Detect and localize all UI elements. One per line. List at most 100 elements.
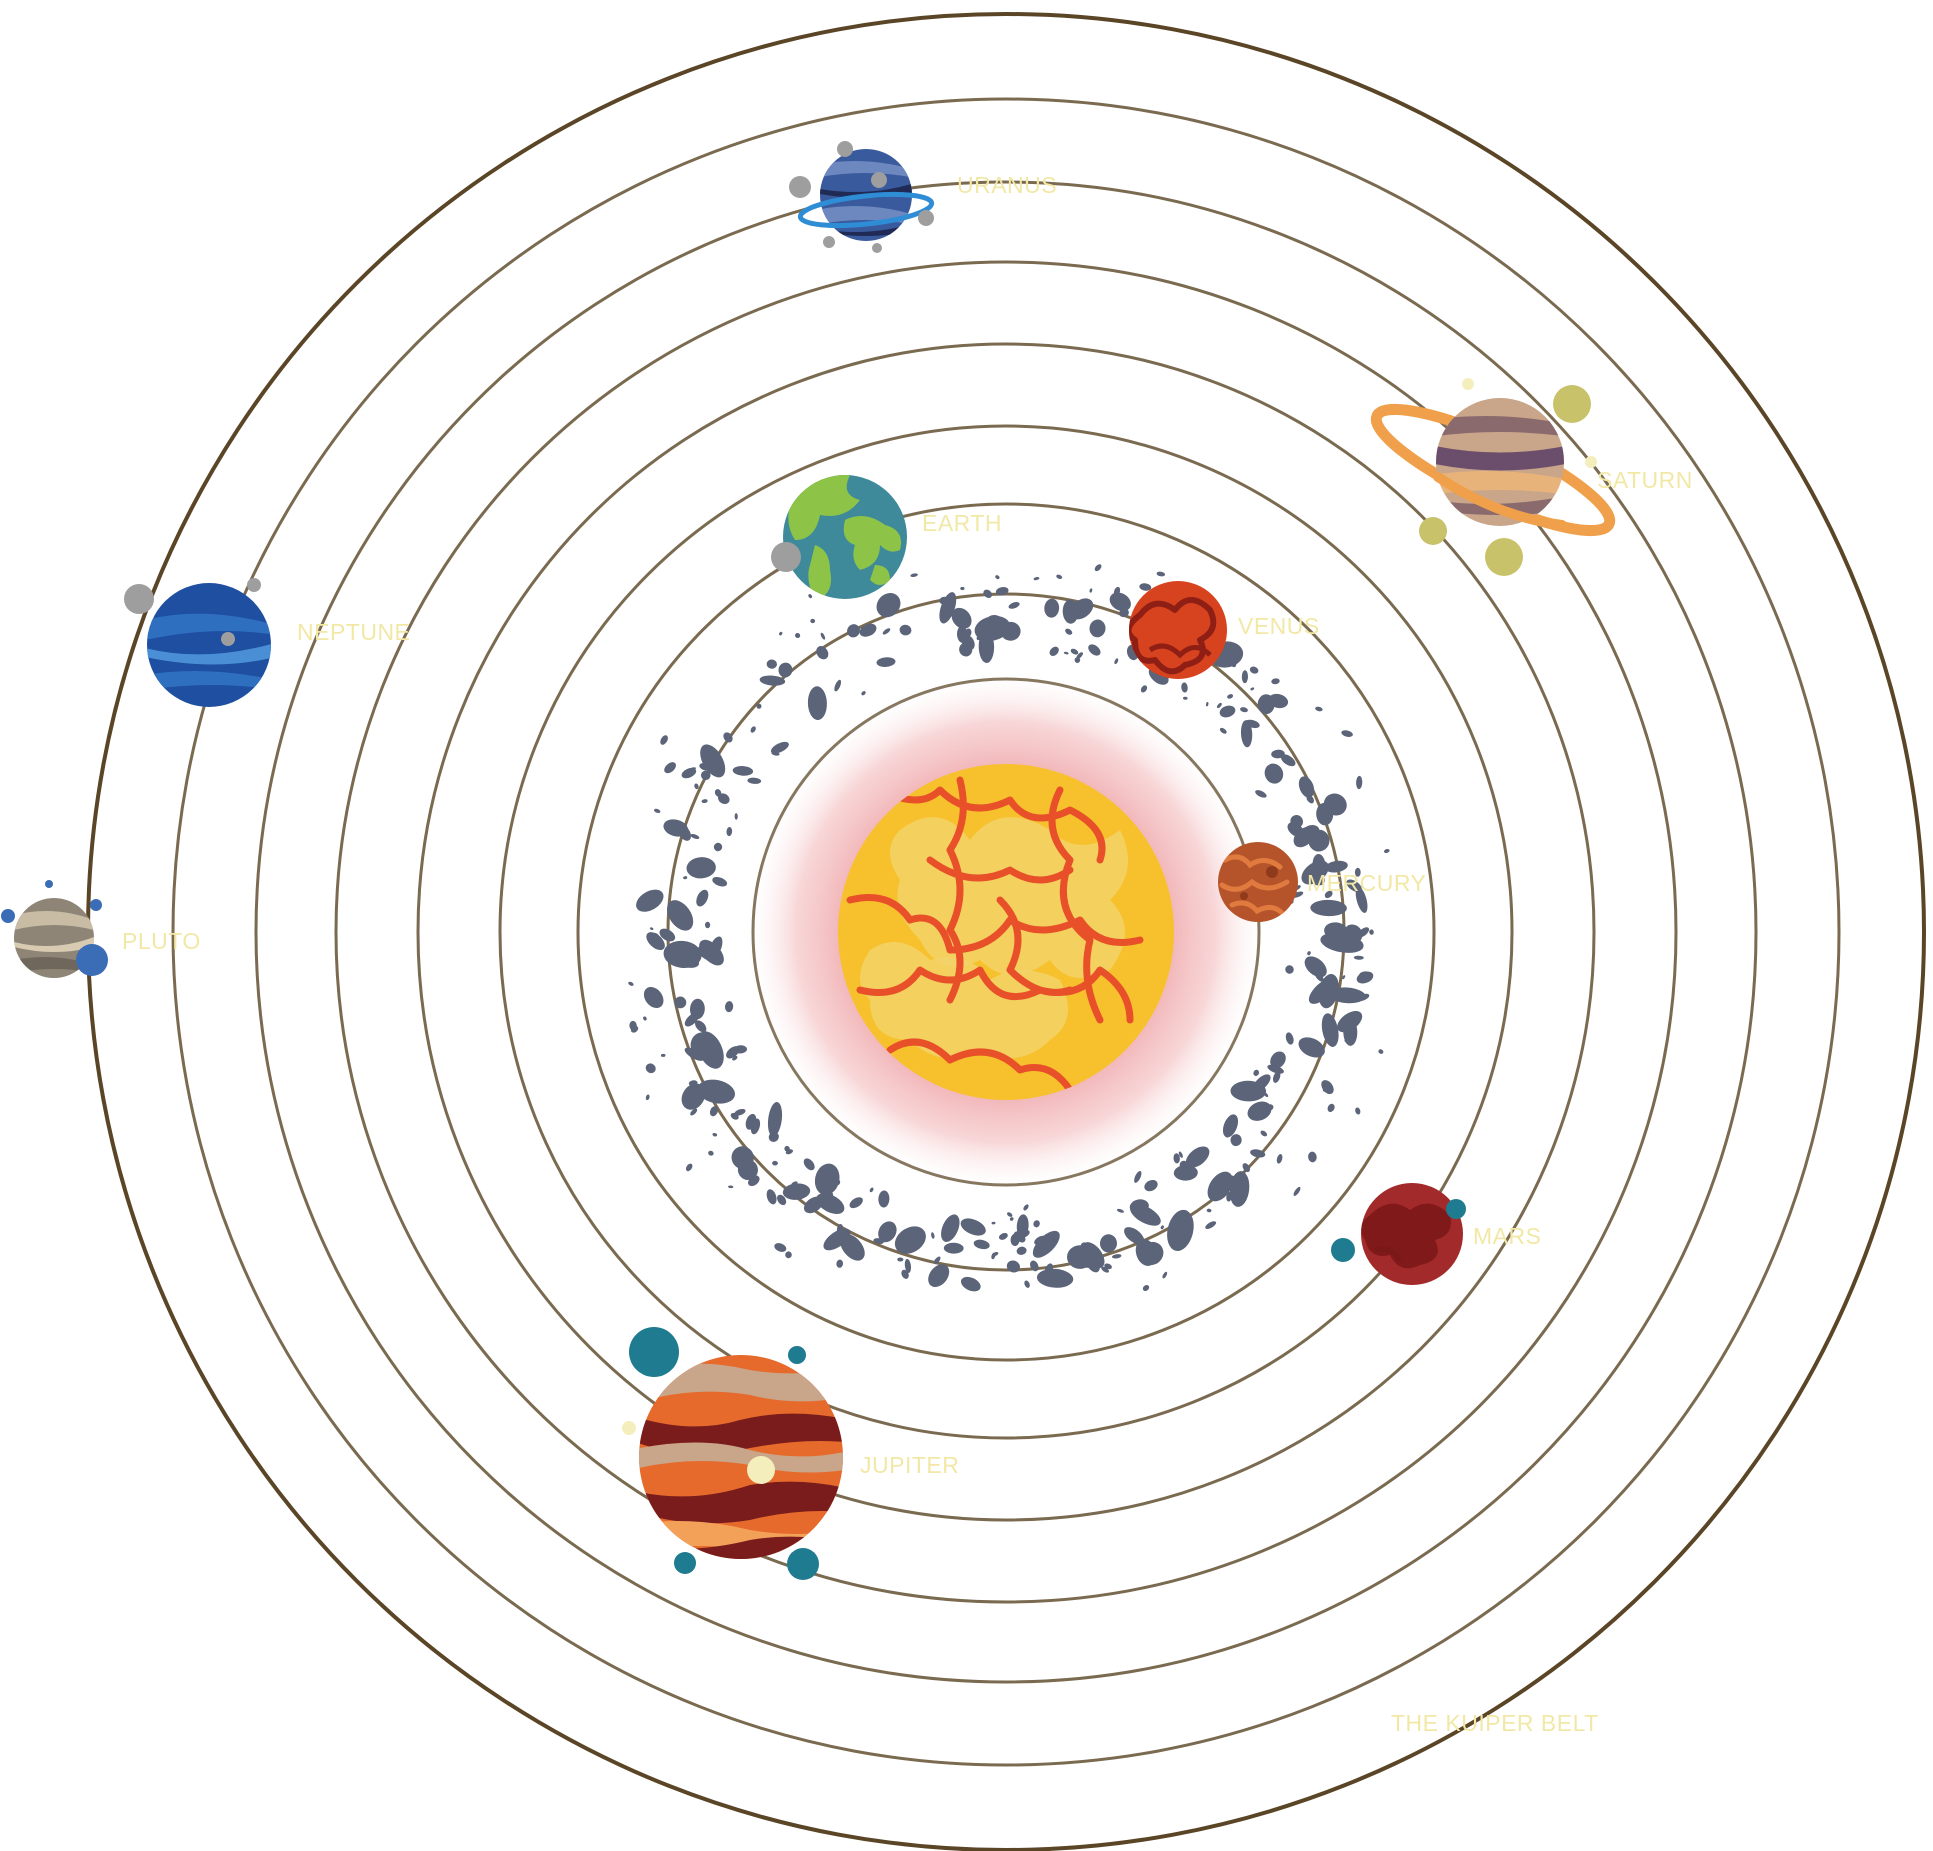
asteroid xyxy=(1089,588,1093,593)
asteroid xyxy=(803,1196,824,1214)
asteroid xyxy=(1268,693,1289,709)
asteroid xyxy=(774,1243,787,1252)
asteroid xyxy=(828,1178,836,1191)
uranus-moon xyxy=(918,210,934,226)
pluto-moon xyxy=(90,899,102,911)
asteroid xyxy=(709,1106,719,1117)
neptune-moon xyxy=(124,584,154,614)
asteroid xyxy=(803,1158,815,1171)
asteroid xyxy=(978,630,995,663)
asteroid xyxy=(1355,1107,1361,1115)
asteroid xyxy=(1226,1192,1232,1202)
asteroid xyxy=(712,1132,718,1137)
pluto-moon xyxy=(76,944,108,976)
asteroid xyxy=(1222,1114,1239,1138)
asteroid xyxy=(770,741,789,754)
asteroid xyxy=(960,1218,986,1236)
asteroid xyxy=(1320,906,1336,914)
asteroid xyxy=(1104,1263,1112,1270)
asteroid xyxy=(1227,1175,1238,1185)
asteroid xyxy=(1044,598,1060,618)
sun xyxy=(744,670,1268,1194)
asteroid xyxy=(1383,848,1390,854)
asteroid xyxy=(1331,861,1341,871)
asteroid xyxy=(1173,1164,1198,1181)
asteroid xyxy=(628,981,634,986)
asteroid xyxy=(1378,1049,1384,1054)
asteroid xyxy=(882,628,891,635)
jupiter-moon xyxy=(788,1346,806,1364)
asteroid xyxy=(1343,924,1363,944)
asteroid xyxy=(960,586,965,591)
asteroid xyxy=(686,857,716,879)
asteroid xyxy=(943,1242,964,1254)
asteroid xyxy=(785,1149,794,1155)
kuiper-belt-label: THE KUIPER BELT xyxy=(1391,1710,1599,1736)
asteroid xyxy=(747,777,762,784)
asteroid xyxy=(766,1189,777,1205)
asteroid xyxy=(636,889,664,912)
asteroid xyxy=(1116,1208,1124,1213)
asteroid xyxy=(869,1187,874,1193)
asteroid xyxy=(1354,867,1361,877)
asteroid xyxy=(712,876,728,887)
asteroid xyxy=(651,932,660,941)
asteroid xyxy=(836,1259,844,1268)
asteroid xyxy=(1227,694,1234,699)
asteroid xyxy=(991,1221,996,1225)
asteroid xyxy=(726,1046,740,1059)
asteroid xyxy=(654,808,661,814)
asteroid xyxy=(894,1226,926,1254)
asteroid xyxy=(1139,583,1152,591)
asteroid xyxy=(933,1256,941,1265)
asteroid xyxy=(1000,621,1021,641)
asteroid xyxy=(974,626,980,631)
asteroid xyxy=(849,1197,863,1209)
asteroid xyxy=(643,986,664,1009)
mercury-planet xyxy=(1218,842,1298,922)
asteroid xyxy=(1346,879,1362,893)
asteroid xyxy=(1270,1051,1286,1069)
asteroid xyxy=(1049,646,1059,656)
pluto-moon xyxy=(1,909,15,923)
orbit-ring xyxy=(254,180,1758,1684)
asteroid xyxy=(1327,1103,1335,1113)
asteroid xyxy=(823,1228,851,1251)
asteroid xyxy=(1280,754,1296,767)
asteroid xyxy=(1183,696,1188,700)
asteroid xyxy=(704,921,711,929)
asteroid xyxy=(807,686,827,721)
mars-moon xyxy=(1446,1199,1466,1219)
asteroid xyxy=(713,842,723,852)
asteroid xyxy=(808,594,813,599)
asteroid xyxy=(1249,666,1259,674)
asteroid xyxy=(931,1232,935,1239)
asteroid xyxy=(876,593,901,618)
pluto-moon xyxy=(45,880,53,888)
asteroid xyxy=(820,632,826,640)
asteroid xyxy=(1242,1163,1251,1173)
asteroid xyxy=(1144,1179,1158,1192)
asteroid xyxy=(1181,682,1188,693)
asteroid xyxy=(847,624,860,638)
pluto-label: PLUTO xyxy=(122,928,201,954)
asteroid xyxy=(724,1001,734,1013)
earth-planet xyxy=(771,475,907,599)
uranus-label: URANUS xyxy=(957,172,1057,198)
asteroid xyxy=(750,726,756,733)
asteroid xyxy=(1099,1234,1118,1253)
asteroid xyxy=(1023,1204,1029,1211)
asteroid xyxy=(645,1094,650,1101)
asteroid xyxy=(1008,602,1020,609)
asteroid xyxy=(1273,1071,1281,1083)
asteroid xyxy=(1344,1039,1351,1044)
asteroid xyxy=(1324,922,1348,940)
orbit-ring xyxy=(576,502,1436,1362)
asteroid xyxy=(834,679,842,692)
asteroid xyxy=(666,900,694,931)
asteroid xyxy=(1033,576,1040,581)
asteroid xyxy=(998,1232,1008,1240)
earth-moon xyxy=(771,542,801,572)
asteroid xyxy=(1353,955,1364,960)
